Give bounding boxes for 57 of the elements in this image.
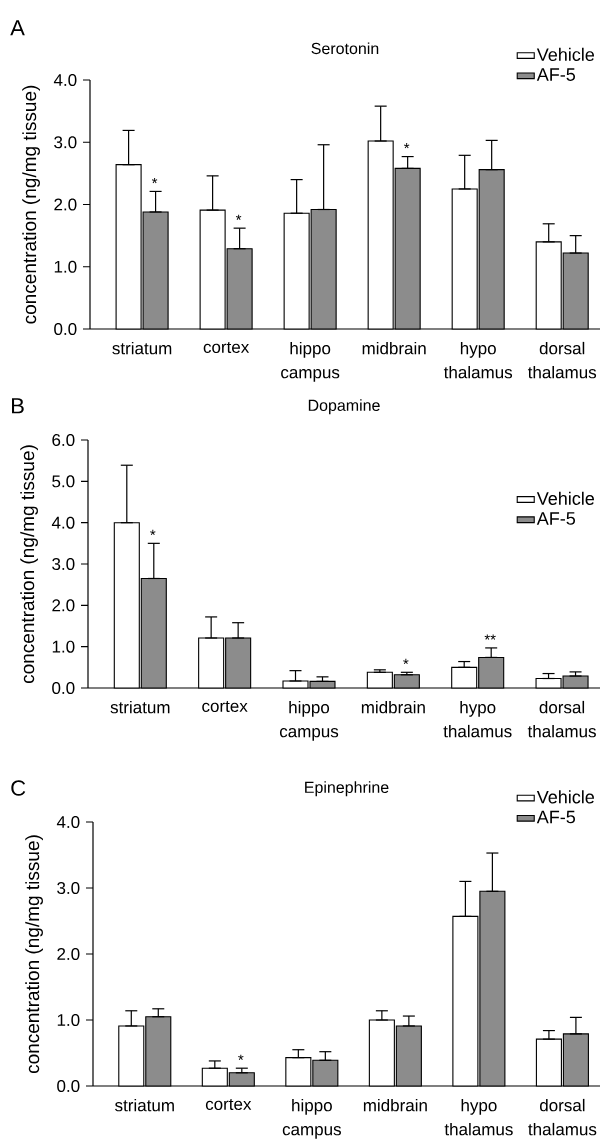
y-tick-label: 0.0	[54, 322, 77, 336]
text: A	[10, 20, 25, 36]
y-tick-label: 6.0	[52, 433, 75, 447]
y-tick-label: 3.0	[54, 136, 77, 149]
y-tick-label: 3.0	[52, 557, 75, 571]
x-tick-label: dorsal thalamus	[527, 341, 597, 379]
legend-label: AF-5	[536, 68, 576, 81]
y-tick-label: 5.0	[52, 475, 75, 488]
x-tick-label: hypo thalamus	[444, 1098, 513, 1136]
chart-title: Dopamine	[308, 399, 380, 415]
text: B	[12, 398, 24, 414]
x-tick-label: cortex	[202, 700, 248, 713]
y-tick-label: 4.0	[51, 516, 75, 529]
x-tick-label: hypo thalamus	[443, 700, 512, 738]
y-tick-label: 1.0	[57, 1013, 80, 1027]
legend-label: Vehicle	[536, 790, 595, 804]
legend-label: AF-5	[536, 512, 576, 525]
x-tick-label: dorsal thalamus	[528, 1098, 597, 1136]
y-axis-title: concentration (ng/mg tissue)	[22, 85, 40, 324]
x-tick-label: striatum	[115, 1098, 174, 1112]
chart-title: Serotonin	[311, 42, 379, 55]
legend-label: AF-5	[536, 810, 576, 824]
annotation: *	[235, 214, 242, 220]
x-tick-label: striatum	[112, 341, 172, 355]
annotation: *	[238, 1054, 244, 1060]
chart-title: Epinephrine	[305, 781, 389, 797]
y-axis-title: concentration (ng/mg tissue)	[25, 835, 43, 1074]
x-tick-label: hypo thalamus	[443, 341, 513, 379]
legend-label: Vehicle	[536, 47, 595, 61]
annotation: *	[151, 177, 158, 184]
x-tick-label: midbrain	[361, 700, 425, 714]
x-tick-label: striatum	[110, 700, 170, 714]
legend-label: Vehicle	[536, 491, 595, 505]
y-tick-label: 1.0	[54, 260, 77, 273]
y-tick-label: 3.0	[57, 881, 80, 895]
y-tick-label: 0.0	[52, 681, 75, 695]
y-tick-label: 2.0	[57, 947, 80, 961]
x-tick-label: cortex	[205, 1098, 252, 1111]
annotation: **	[484, 634, 496, 640]
x-tick-label: hippo campus	[281, 341, 340, 382]
y-tick-label: 2.0	[54, 198, 77, 211]
x-tick-label: midbrain	[362, 341, 426, 355]
x-tick-label: midbrain	[363, 1098, 427, 1112]
x-tick-label: cortex	[203, 341, 250, 354]
x-tick-label: hippo campus	[282, 1098, 341, 1139]
annotation: *	[403, 143, 410, 149]
x-tick-label: hippo campus	[279, 700, 339, 741]
y-tick-label: 1.0	[52, 640, 75, 653]
text: C	[11, 780, 26, 796]
y-tick-label: 4.0	[56, 815, 80, 829]
annotation: *	[403, 658, 409, 665]
x-tick-label: dorsal thalamus	[527, 700, 596, 738]
y-tick-label: 0.0	[57, 1079, 80, 1093]
y-tick-label: 2.0	[52, 599, 75, 612]
annotation: *	[150, 529, 156, 536]
y-tick-label: 4.0	[53, 73, 77, 87]
y-axis-title: concentration (ng/mg tissue)	[20, 445, 38, 684]
